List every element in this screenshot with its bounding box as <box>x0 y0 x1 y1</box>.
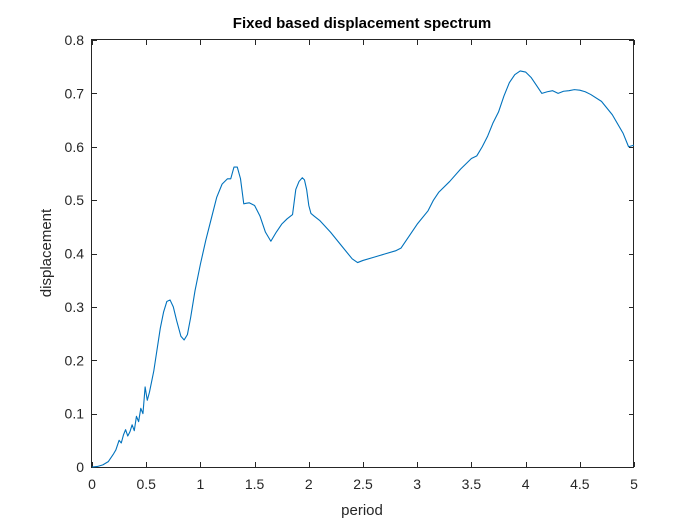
x-tick-label: 2 <box>305 476 313 492</box>
x-tick-label: 1.5 <box>245 476 265 492</box>
y-tick-label: 0 <box>76 459 84 475</box>
x-tick-label: 0.5 <box>136 476 156 492</box>
plot-area-frame <box>91 39 634 468</box>
x-tick-label: 4 <box>522 476 530 492</box>
y-tick-label: 0.2 <box>65 352 85 368</box>
x-axis-label: period <box>341 502 383 519</box>
y-tick-label: 0.3 <box>65 299 85 315</box>
x-tick-label: 0 <box>88 476 96 492</box>
y-tick-label: 0.5 <box>65 192 85 208</box>
x-axis-tick-labels: 0 0.5 1 1.5 2 2.5 3 3.5 4 4.5 5 <box>88 476 638 492</box>
x-tick-label: 5 <box>630 476 638 492</box>
x-tick-label: 4.5 <box>570 476 590 492</box>
y-tick-label: 0.6 <box>65 139 85 155</box>
x-tick-label: 2.5 <box>353 476 373 492</box>
x-tick-label: 1 <box>197 476 205 492</box>
y-axis-ticks <box>92 40 634 468</box>
y-tick-label: 0.1 <box>65 406 85 422</box>
y-tick-label: 0.8 <box>65 32 85 48</box>
series-group <box>91 70 635 468</box>
y-axis-tick-labels: 0 0.1 0.2 0.3 0.4 0.5 0.6 0.7 0.8 <box>65 32 85 475</box>
y-axis-label: displacement <box>38 208 55 297</box>
series-line-displacement <box>91 70 635 468</box>
x-tick-label: 3 <box>413 476 421 492</box>
x-axis-ticks <box>92 40 635 467</box>
y-tick-label: 0.7 <box>65 85 85 101</box>
chart-title: Fixed based displacement spectrum <box>233 15 491 32</box>
x-tick-label: 3.5 <box>462 476 482 492</box>
y-tick-label: 0.4 <box>65 246 85 262</box>
